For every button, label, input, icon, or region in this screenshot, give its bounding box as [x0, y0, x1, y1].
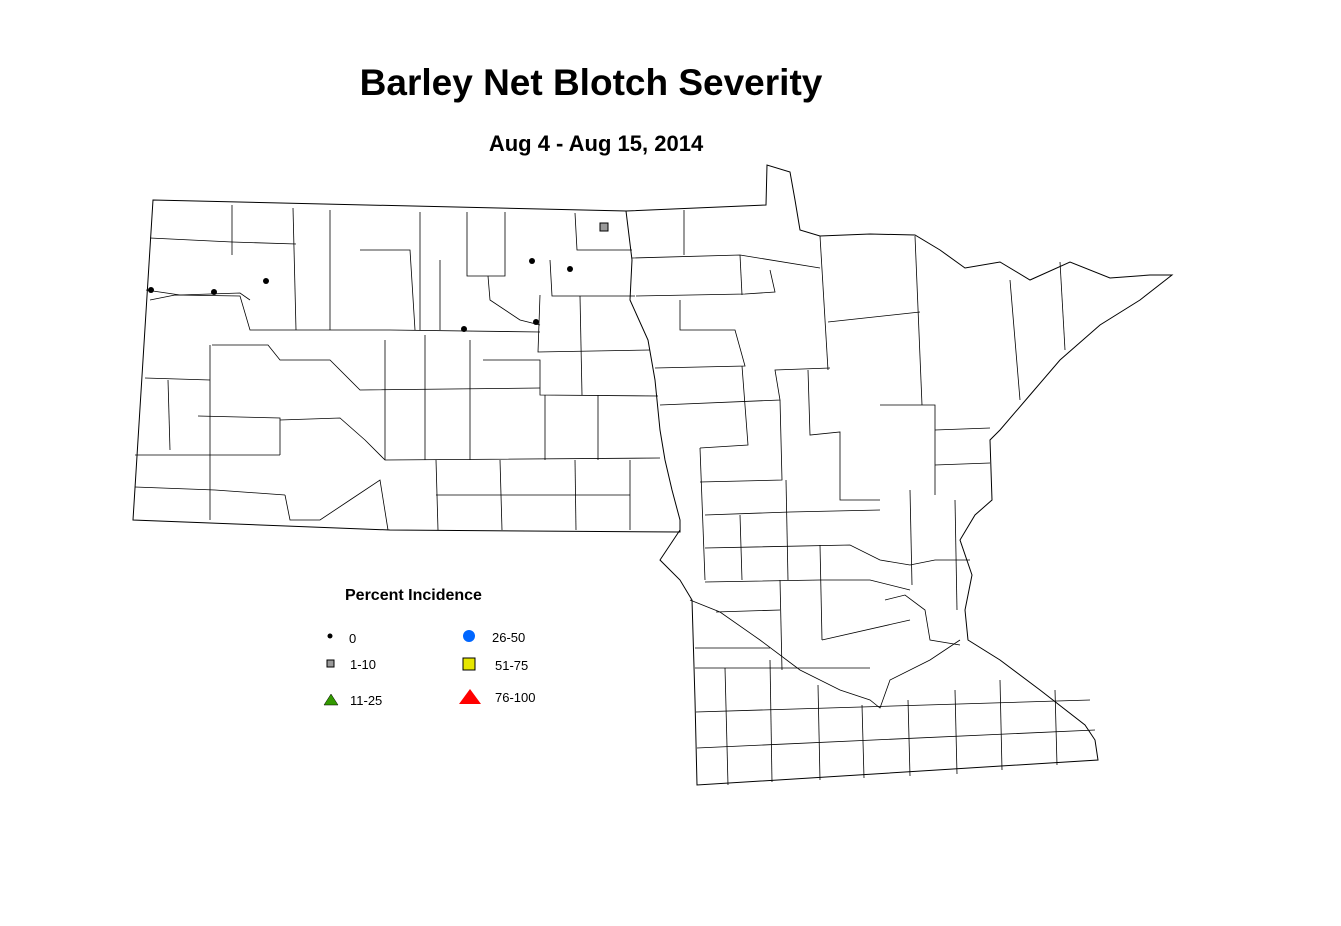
- mn-county-lines: [631, 210, 1096, 786]
- legend-label: 51-75: [495, 658, 529, 673]
- obs-point-0[interactable]: [461, 326, 467, 332]
- legend-label: 26-50: [492, 630, 526, 645]
- observation-points: [148, 222, 609, 332]
- obs-point-0[interactable]: [263, 278, 269, 284]
- legend-label: 1-10: [350, 657, 377, 672]
- legend-label: 76-100: [495, 690, 536, 705]
- north-dakota-outline: [132, 199, 681, 533]
- legend-title: Percent Incidence: [345, 587, 482, 604]
- legend-dot-icon: [327, 633, 333, 639]
- legend-label: 11-25: [350, 693, 383, 708]
- legend-blue-circle-icon: [463, 630, 475, 642]
- legend-yellow-square-icon: [462, 657, 476, 671]
- legend-gray-square-icon: [326, 659, 335, 668]
- legend-symbols: [323, 630, 481, 706]
- obs-point-0[interactable]: [533, 319, 539, 325]
- legend-label: 0: [349, 631, 357, 646]
- obs-point-0[interactable]: [529, 258, 535, 264]
- obs-point-0[interactable]: [148, 287, 154, 293]
- obs-point-1-10[interactable]: [599, 222, 609, 232]
- legend-green-triangle-icon: [323, 693, 339, 706]
- obs-point-0[interactable]: [567, 266, 573, 272]
- map-subtitle: Aug 4 - Aug 15, 2014: [488, 131, 704, 156]
- minnesota-outline: [625, 164, 1174, 786]
- nd-county-lines: [134, 205, 661, 531]
- legend-red-triangle-icon: [459, 689, 481, 704]
- obs-point-0[interactable]: [211, 289, 217, 295]
- map-title: Barley Net Blotch Severity: [359, 62, 823, 103]
